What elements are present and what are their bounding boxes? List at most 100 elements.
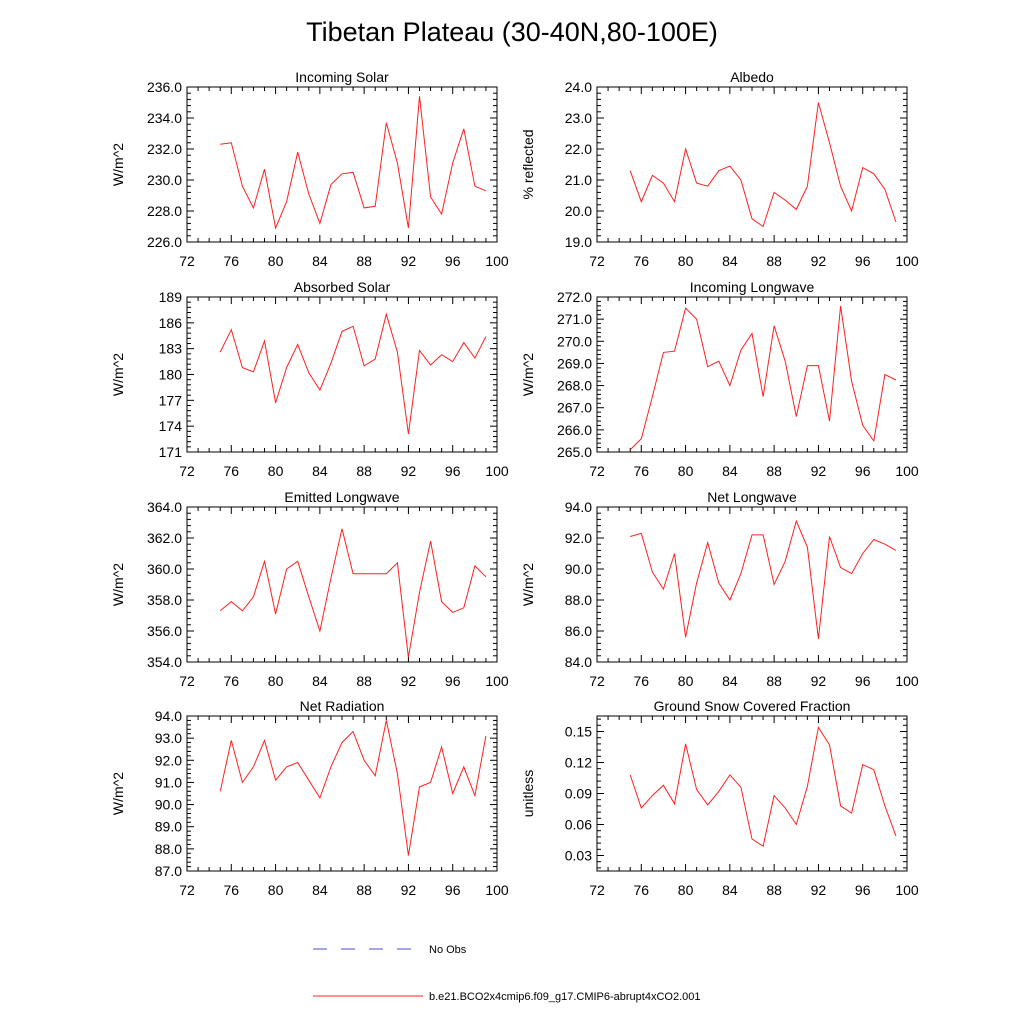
y-tick-label: 21.0	[565, 172, 592, 188]
panel-title: Ground Snow Covered Fraction	[654, 698, 851, 714]
x-tick-label: 80	[268, 253, 284, 269]
legend-no-obs-label: No Obs	[429, 944, 467, 956]
y-tick-label: 88.0	[155, 841, 182, 857]
y-tick-label: 228.0	[147, 203, 182, 219]
x-tick-label: 92	[401, 882, 417, 898]
y-tick-label: 23.0	[565, 110, 592, 126]
y-tick-label: 90.0	[565, 561, 592, 577]
y-tick-label: 362.0	[147, 530, 182, 546]
x-tick-label: 88	[356, 463, 372, 479]
y-tick-label: 94.0	[565, 499, 592, 515]
panel-4: Emitted Longwave W/m^2 72 76 80 84 88 92 96 100 35…	[110, 489, 509, 689]
plot-frame	[186, 715, 498, 872]
x-tick-label: 76	[633, 882, 649, 898]
y-tick-label: 22.0	[565, 141, 592, 157]
y-axis-label: W/m^2	[520, 563, 536, 606]
y-tick-label: 236.0	[147, 79, 182, 95]
x-tick-label: 100	[895, 463, 919, 479]
x-tick-label: 88	[766, 253, 782, 269]
x-tick-label: 84	[312, 253, 328, 269]
panel-5: Net Longwave W/m^2 72 76 80 84 88 92 96 100 84.0 86…	[520, 489, 919, 689]
x-tick-label: 76	[633, 253, 649, 269]
x-tick-label: 84	[722, 673, 738, 689]
x-tick-label: 80	[678, 673, 694, 689]
x-tick-label: 76	[223, 882, 239, 898]
x-tick-label: 96	[445, 463, 461, 479]
x-tick-label: 84	[312, 882, 328, 898]
x-tick-label: 72	[589, 673, 605, 689]
y-tick-label: 226.0	[147, 234, 182, 250]
x-tick-label: 76	[223, 253, 239, 269]
x-tick-label: 84	[722, 253, 738, 269]
series-line	[219, 720, 487, 856]
y-tick-label: 84.0	[565, 654, 592, 670]
y-axis-label: unitless	[520, 770, 536, 817]
y-axis-label: W/m^2	[110, 563, 126, 606]
y-tick-label: 358.0	[147, 592, 182, 608]
y-axis-label: W/m^2	[520, 353, 536, 396]
panel-title: Albedo	[730, 69, 774, 85]
y-tick-label: 0.09	[565, 786, 592, 802]
y-axis-label: W/m^2	[110, 353, 126, 396]
x-tick-label: 72	[589, 253, 605, 269]
y-tick-label: 93.0	[155, 730, 182, 746]
x-tick-label: 96	[855, 253, 871, 269]
x-tick-label: 76	[633, 463, 649, 479]
x-tick-label: 84	[722, 463, 738, 479]
x-tick-label: 92	[401, 673, 417, 689]
y-tick-label: 266.0	[557, 422, 592, 438]
y-tick-label: 180	[159, 367, 183, 383]
y-tick-label: 0.12	[565, 755, 592, 771]
x-tick-label: 100	[895, 882, 919, 898]
panel-2: Absorbed Solar W/m^2 72 76 80 84 88 92 96 100 171 1…	[110, 279, 509, 479]
panel-3: Incoming Longwave W/m^2 72 76 80 84 88 92 96 100 2…	[520, 279, 919, 479]
x-tick-label: 100	[485, 882, 509, 898]
x-tick-label: 88	[356, 673, 372, 689]
y-tick-label: 92.0	[565, 530, 592, 546]
y-tick-label: 88.0	[565, 592, 592, 608]
x-tick-label: 72	[589, 882, 605, 898]
y-tick-label: 24.0	[565, 79, 592, 95]
plot-frame	[186, 296, 498, 453]
x-tick-label: 80	[268, 673, 284, 689]
legend: No Obs b.e21.BCO2x4cmip6.f09_g17.CMIP6-a…	[313, 944, 701, 1003]
x-tick-label: 76	[633, 673, 649, 689]
x-tick-label: 88	[356, 253, 372, 269]
x-tick-label: 80	[678, 253, 694, 269]
y-tick-label: 272.0	[557, 289, 592, 305]
panel-title: Net Longwave	[707, 489, 797, 505]
panel-7: Ground Snow Covered Fraction unitless 72 76…	[520, 698, 919, 898]
y-tick-label: 171	[159, 444, 183, 460]
x-tick-label: 84	[312, 673, 328, 689]
y-axis-label: W/m^2	[110, 143, 126, 186]
panel-title: Incoming Longwave	[690, 279, 815, 295]
y-tick-label: 269.0	[557, 355, 592, 371]
x-tick-label: 92	[401, 253, 417, 269]
x-tick-label: 72	[179, 463, 195, 479]
plot-frame	[186, 86, 498, 243]
x-tick-label: 96	[445, 253, 461, 269]
y-tick-label: 354.0	[147, 654, 182, 670]
y-tick-label: 90.0	[155, 797, 182, 813]
y-tick-label: 360.0	[147, 561, 182, 577]
x-tick-label: 72	[179, 882, 195, 898]
x-tick-label: 80	[268, 463, 284, 479]
series-line	[629, 305, 897, 451]
y-tick-label: 271.0	[557, 311, 592, 327]
y-tick-label: 183	[159, 341, 183, 357]
legend-run-label: b.e21.BCO2x4cmip6.f09_g17.CMIP6-abrupt4x…	[429, 991, 701, 1003]
series-line	[630, 519, 897, 639]
x-tick-label: 80	[268, 882, 284, 898]
panel-title: Net Radiation	[300, 698, 385, 714]
panel-0: Incoming Solar W/m^2 72 76 80 84 88 92 96 100 226.…	[110, 69, 509, 269]
x-tick-label: 88	[766, 882, 782, 898]
y-tick-label: 94.0	[155, 708, 182, 724]
series-line	[629, 726, 897, 848]
x-tick-label: 84	[722, 882, 738, 898]
x-tick-label: 72	[179, 673, 195, 689]
y-tick-label: 234.0	[147, 110, 182, 126]
panel-1: Albedo % reflected 72 76 80 84 88 92 96 100 19.0 20…	[520, 69, 919, 269]
panel-title: Absorbed Solar	[294, 279, 391, 295]
x-tick-label: 88	[766, 673, 782, 689]
